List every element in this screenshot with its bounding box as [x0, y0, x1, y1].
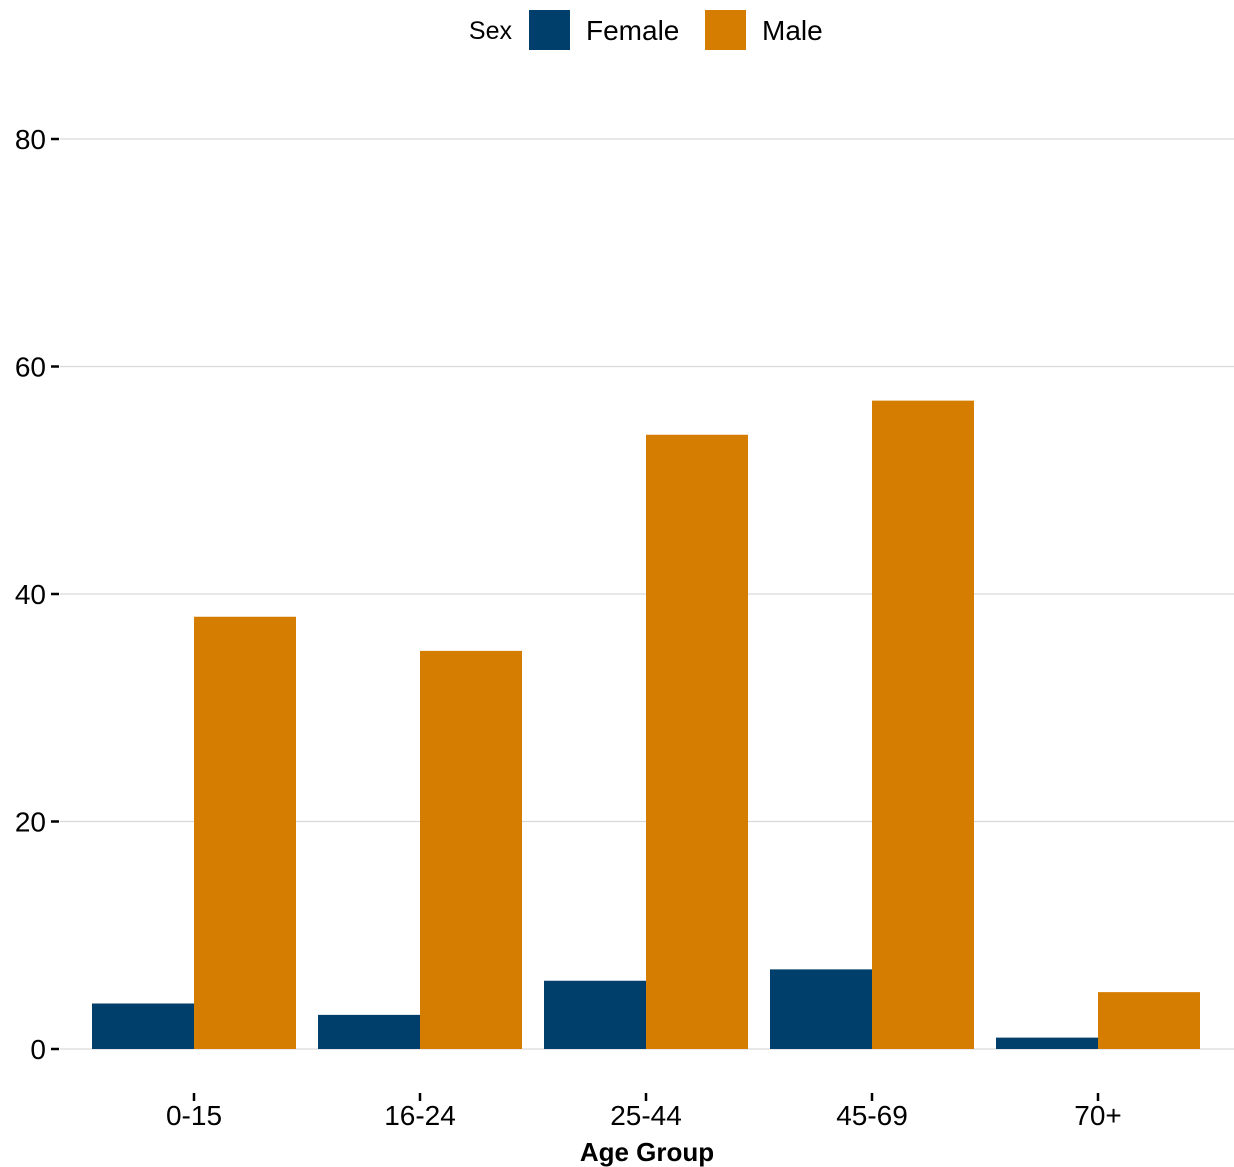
bar-female-16-24 — [318, 1014, 420, 1049]
bars — [92, 400, 1200, 1049]
bar-male-45-69 — [872, 400, 974, 1049]
bar-female-45-69 — [770, 969, 872, 1049]
legend-title: Sex — [469, 17, 513, 45]
bar-male-70+ — [1098, 992, 1200, 1049]
bar-male-25-44 — [646, 434, 748, 1049]
y-axis: 0 20 40 60 80 — [15, 124, 59, 1065]
bar-male-16-24 — [420, 650, 522, 1049]
legend-swatch-male — [705, 10, 746, 50]
x-axis: 0-15 16-24 25-44 45-69 70+ — [166, 1093, 1122, 1131]
y-tick-label: 80 — [15, 124, 46, 155]
x-axis-title: Age Group — [580, 1137, 714, 1167]
x-tick-label: 16-24 — [384, 1100, 456, 1131]
y-tick-label: 60 — [15, 352, 46, 383]
x-tick-label: 45-69 — [836, 1100, 908, 1131]
bar-female-0-15 — [92, 1003, 194, 1049]
x-tick-label: 0-15 — [166, 1100, 222, 1131]
bar-male-0-15 — [194, 616, 296, 1049]
bar-female-70+ — [996, 1037, 1098, 1049]
legend-label-female: Female — [586, 15, 679, 46]
legend-swatch-female — [529, 10, 570, 50]
y-tick-label: 0 — [30, 1034, 46, 1065]
bar-female-25-44 — [544, 980, 646, 1049]
y-tick-label: 40 — [15, 579, 46, 610]
x-tick-label: 25-44 — [610, 1100, 682, 1131]
legend: Sex Female Male — [469, 10, 823, 50]
x-tick-label: 70+ — [1074, 1100, 1122, 1131]
y-tick-label: 20 — [15, 807, 46, 838]
legend-label-male: Male — [762, 15, 823, 46]
